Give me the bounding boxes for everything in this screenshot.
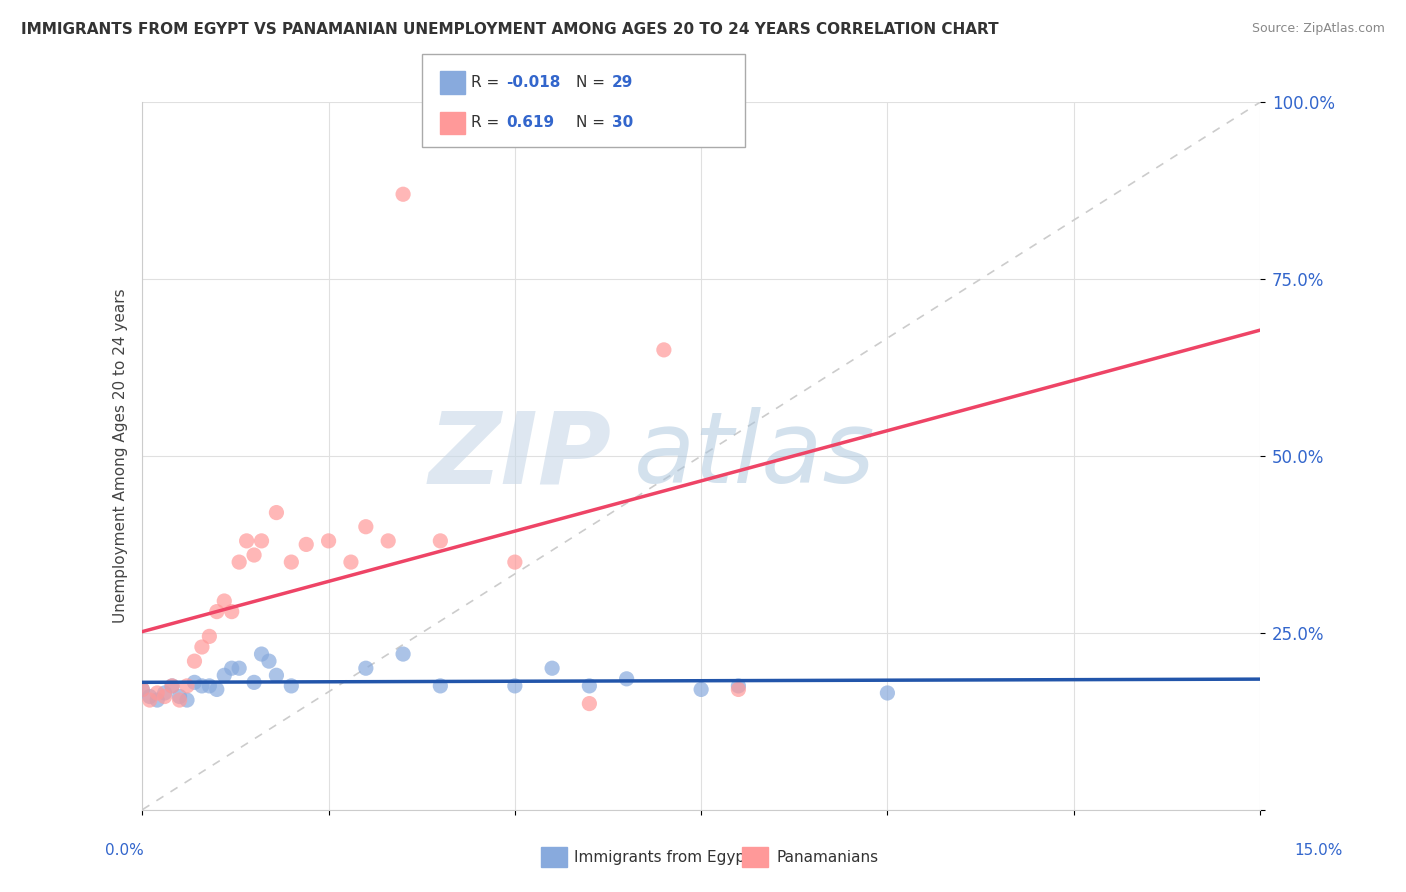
- Point: [503, 679, 526, 693]
- Point: [198, 679, 221, 693]
- Point: [243, 548, 266, 562]
- Text: N =: N =: [576, 75, 610, 90]
- Text: -0.018: -0.018: [506, 75, 561, 90]
- Point: [131, 682, 153, 697]
- Point: [146, 686, 169, 700]
- Point: [354, 520, 377, 534]
- Text: Immigrants from Egypt: Immigrants from Egypt: [574, 850, 751, 864]
- Point: [214, 668, 236, 682]
- Point: [295, 537, 318, 551]
- Point: [169, 690, 191, 704]
- Point: [690, 682, 713, 697]
- Point: [131, 682, 153, 697]
- Point: [340, 555, 363, 569]
- Point: [318, 533, 340, 548]
- Point: [183, 675, 205, 690]
- Point: [266, 506, 288, 520]
- Point: [652, 343, 675, 357]
- Text: Source: ZipAtlas.com: Source: ZipAtlas.com: [1251, 22, 1385, 36]
- Point: [169, 693, 191, 707]
- Point: [266, 668, 288, 682]
- Text: 15.0%: 15.0%: [1295, 843, 1343, 858]
- Point: [146, 693, 169, 707]
- Point: [228, 555, 250, 569]
- Point: [280, 679, 302, 693]
- Text: 0.619: 0.619: [506, 115, 554, 130]
- Point: [429, 533, 451, 548]
- Point: [727, 682, 749, 697]
- Text: atlas: atlas: [634, 408, 876, 505]
- Point: [205, 682, 228, 697]
- Point: [616, 672, 638, 686]
- Point: [228, 661, 250, 675]
- Point: [354, 661, 377, 675]
- Point: [153, 686, 176, 700]
- Point: [139, 693, 162, 707]
- Point: [153, 690, 176, 704]
- Text: IMMIGRANTS FROM EGYPT VS PANAMANIAN UNEMPLOYMENT AMONG AGES 20 TO 24 YEARS CORRE: IMMIGRANTS FROM EGYPT VS PANAMANIAN UNEM…: [21, 22, 998, 37]
- Point: [139, 690, 162, 704]
- Point: [176, 679, 198, 693]
- Text: R =: R =: [471, 115, 505, 130]
- Point: [250, 533, 273, 548]
- Point: [160, 679, 183, 693]
- Point: [727, 679, 749, 693]
- Text: ZIP: ZIP: [429, 408, 612, 505]
- Point: [250, 647, 273, 661]
- Text: R =: R =: [471, 75, 505, 90]
- Point: [198, 629, 221, 643]
- Point: [183, 654, 205, 668]
- Y-axis label: Unemployment Among Ages 20 to 24 years: Unemployment Among Ages 20 to 24 years: [114, 289, 128, 624]
- Text: 30: 30: [612, 115, 633, 130]
- Point: [429, 679, 451, 693]
- Point: [280, 555, 302, 569]
- Point: [541, 661, 564, 675]
- Text: 29: 29: [612, 75, 633, 90]
- Text: N =: N =: [576, 115, 610, 130]
- Point: [392, 187, 415, 202]
- Point: [503, 555, 526, 569]
- Point: [191, 640, 214, 654]
- Point: [160, 679, 183, 693]
- Point: [176, 693, 198, 707]
- Point: [257, 654, 280, 668]
- Point: [235, 533, 257, 548]
- Point: [243, 675, 266, 690]
- Text: 0.0%: 0.0%: [105, 843, 145, 858]
- Point: [876, 686, 898, 700]
- Point: [205, 605, 228, 619]
- Point: [221, 605, 243, 619]
- Text: Panamanians: Panamanians: [776, 850, 879, 864]
- Point: [214, 594, 236, 608]
- Point: [191, 679, 214, 693]
- Point: [578, 679, 600, 693]
- Point: [578, 697, 600, 711]
- Point: [392, 647, 415, 661]
- Point: [221, 661, 243, 675]
- Point: [377, 533, 399, 548]
